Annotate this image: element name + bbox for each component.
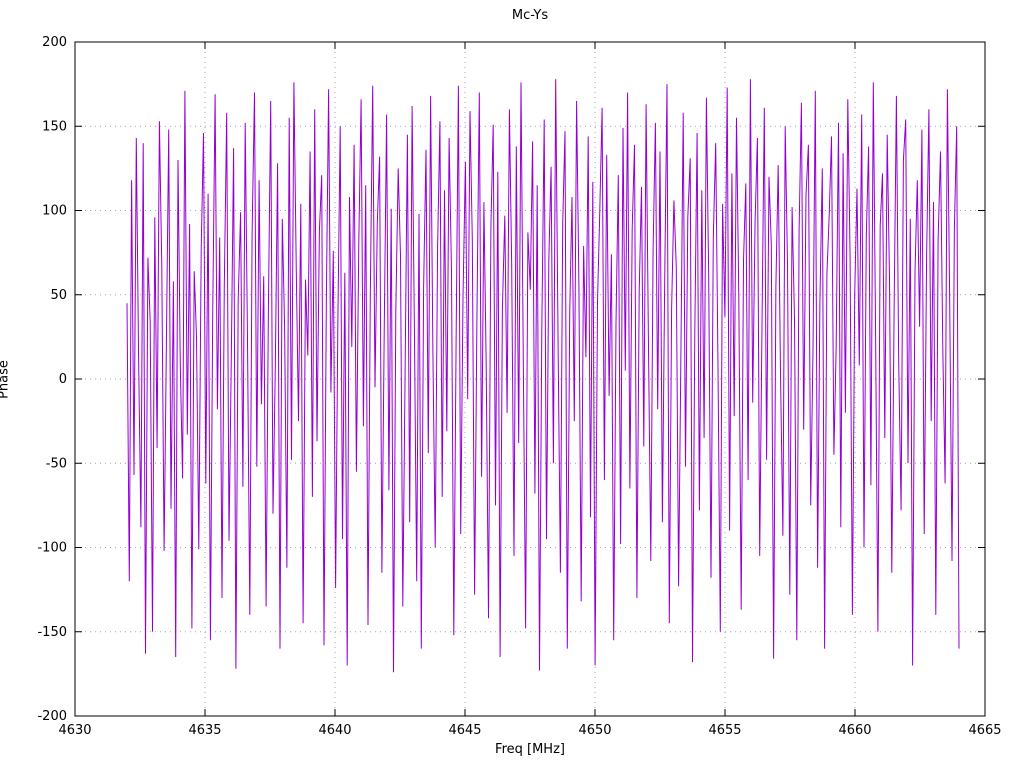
y-tick-label: -200 — [37, 709, 67, 724]
y-tick-label: -150 — [37, 625, 67, 640]
phase-series-line — [126, 79, 960, 673]
y-tick-label: 0 — [59, 372, 67, 387]
y-tick-label: 100 — [42, 204, 67, 219]
x-tick-label: 4635 — [188, 723, 221, 738]
y-tick-label: -100 — [37, 541, 67, 556]
x-tick-label: 4655 — [708, 723, 741, 738]
x-tick-label: 4660 — [838, 723, 871, 738]
y-tick-label: 150 — [42, 119, 67, 134]
y-tick-label: -50 — [46, 456, 67, 471]
x-tick-label: 4645 — [448, 723, 481, 738]
x-axis-label: Freq [MHz] — [495, 742, 565, 757]
y-tick-label: 200 — [42, 35, 67, 50]
x-tick-label: 4640 — [318, 723, 351, 738]
x-tick-label: 4650 — [578, 723, 611, 738]
y-tick-label: 50 — [50, 288, 67, 303]
x-tick-label: 4630 — [58, 723, 91, 738]
chart-title: Mc-Ys — [511, 8, 549, 23]
x-tick-label: 4665 — [968, 723, 1001, 738]
